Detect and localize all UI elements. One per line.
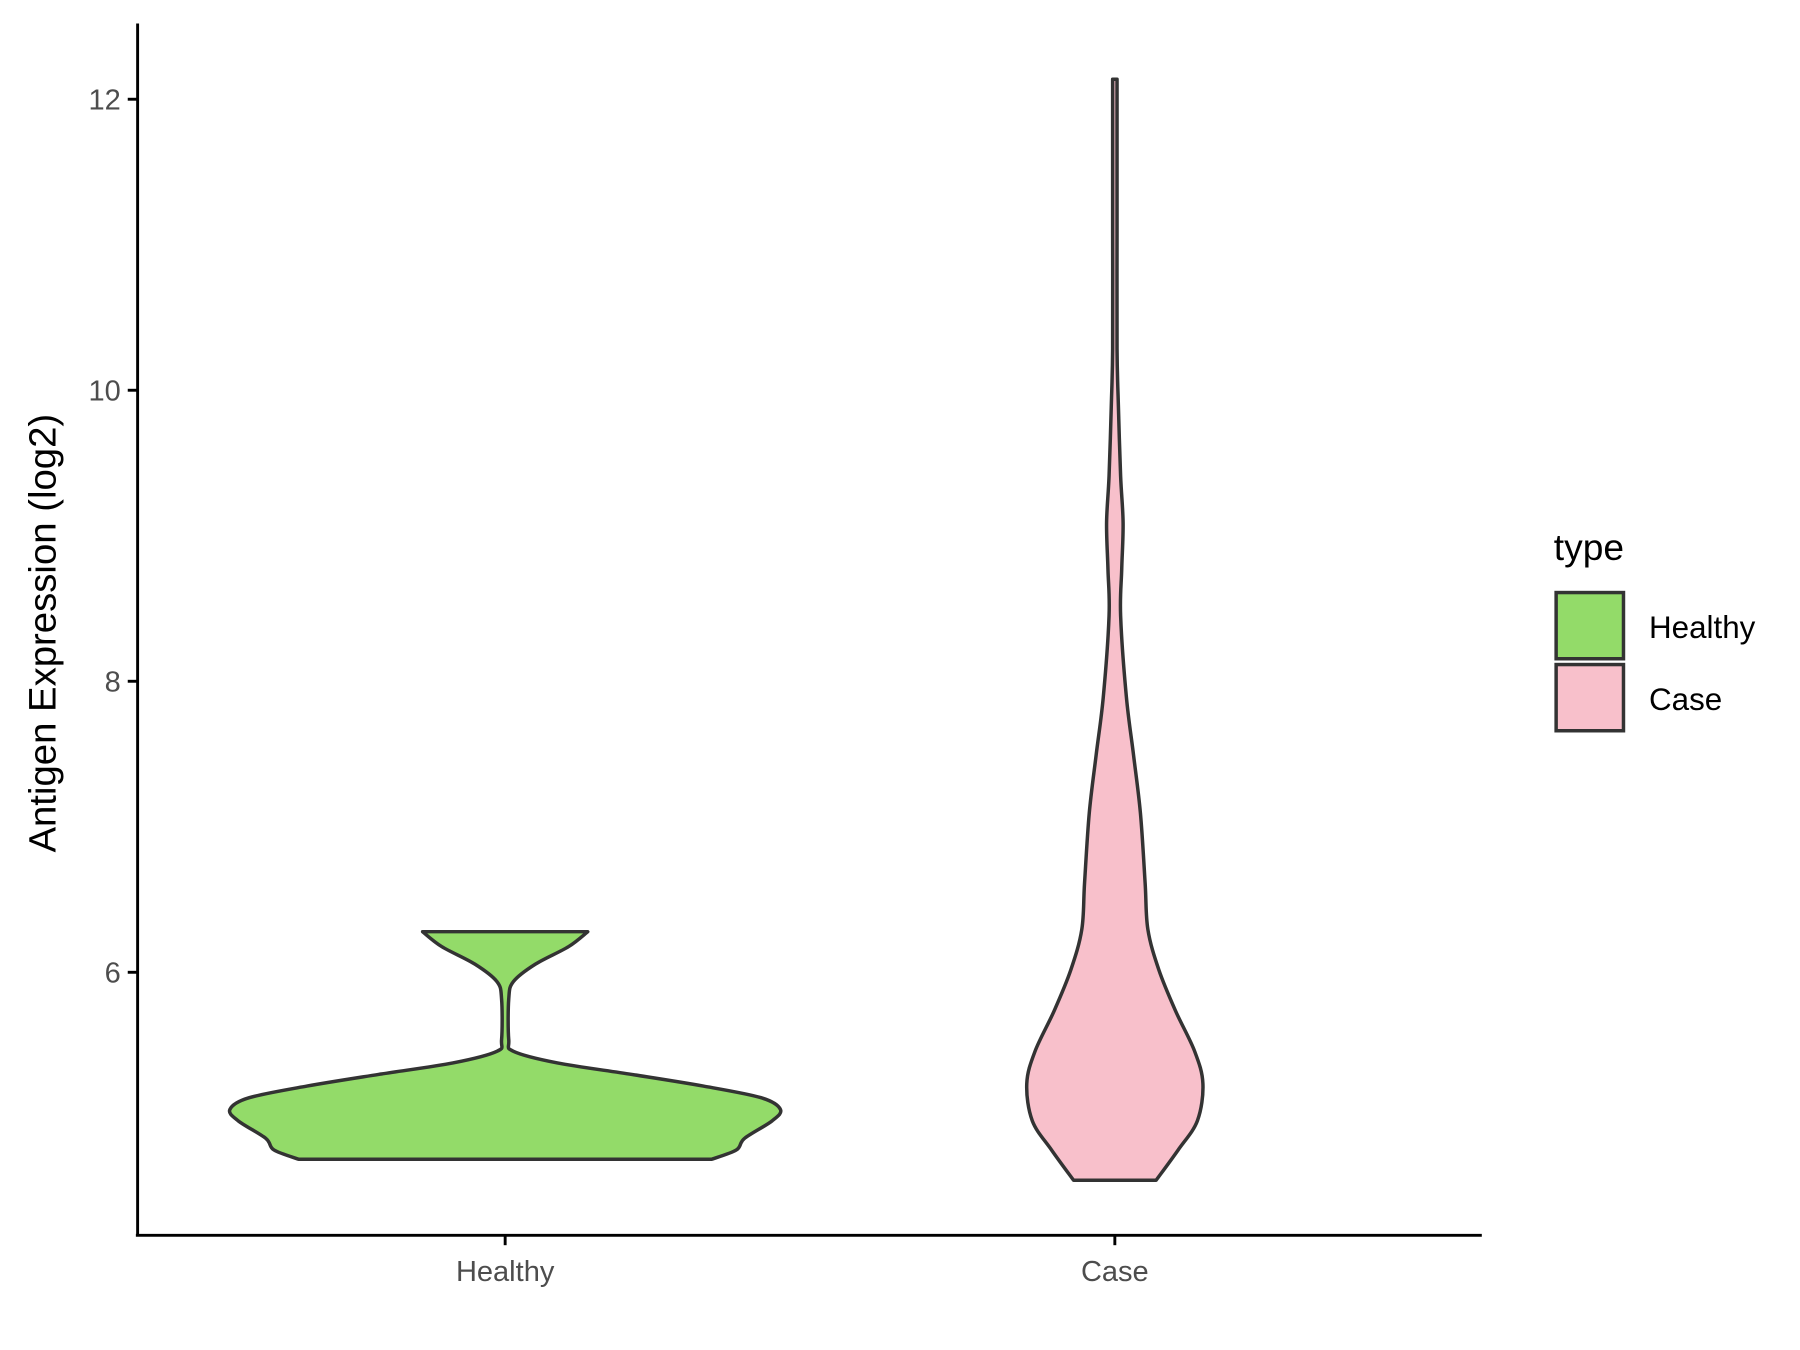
y-tick-label: 6 (105, 958, 121, 990)
y-tick-label: 10 (88, 376, 120, 408)
violin-healthy (227, 929, 783, 1162)
legend-label: Healthy (1649, 610, 1756, 645)
violin-case (1024, 77, 1205, 1182)
legend: Healthy Case (1554, 590, 1756, 733)
violins (227, 77, 1205, 1182)
y-axis-label: Antigen Expression (log2) (22, 414, 65, 853)
legend-key-healthy (1554, 590, 1626, 661)
x-tick-label: Healthy (456, 1256, 555, 1288)
legend-label: Case (1649, 682, 1722, 717)
legend-key-case (1554, 662, 1626, 733)
y-tick-label: 8 (105, 667, 121, 699)
x-ticks: Healthy Case (456, 1235, 1149, 1288)
y-ticks: 6 8 10 12 (88, 85, 138, 990)
y-tick-label: 12 (88, 85, 120, 117)
x-tick-label: Case (1081, 1256, 1149, 1288)
legend-title: type (1554, 526, 1624, 568)
